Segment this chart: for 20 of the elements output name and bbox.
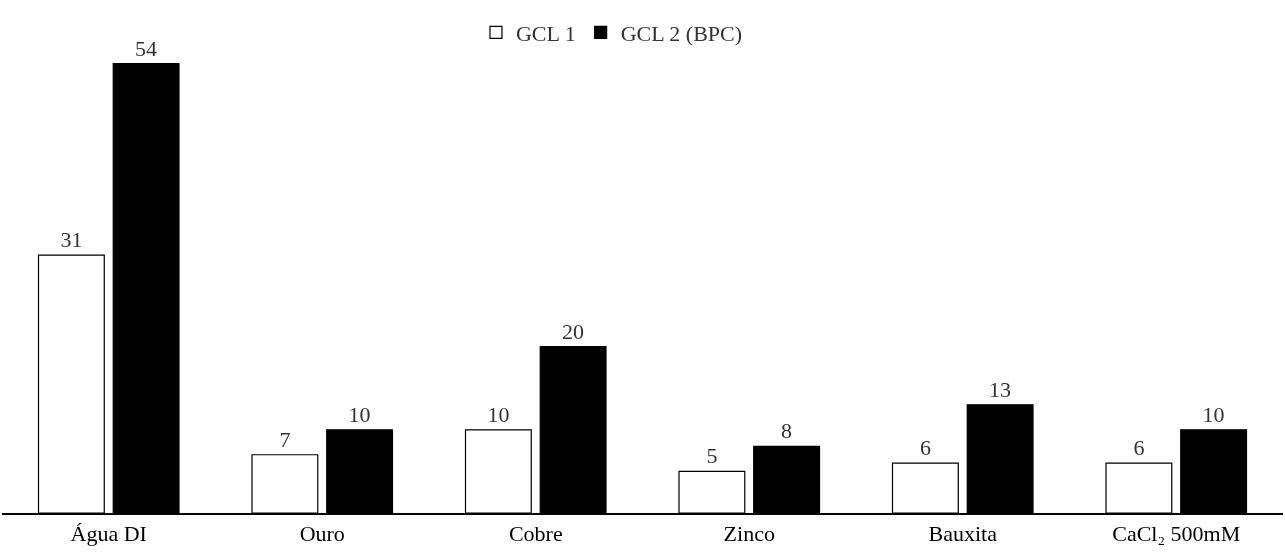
data-label: 7 (279, 426, 291, 452)
x-tick-label: CaCl₂ 500mM (1112, 521, 1241, 547)
data-label: 6 (1133, 435, 1145, 461)
x-tick-label: Ouro (299, 521, 345, 547)
data-label: 6 (919, 435, 931, 461)
data-label: 31 (60, 227, 83, 253)
x-tick-label: Água DI (70, 521, 147, 547)
data-label: 10 (487, 401, 510, 427)
legend-label: GCL 2 (BPC) (620, 21, 743, 46)
data-label: 13 (989, 376, 1012, 402)
x-tick-label: Cobre (508, 521, 563, 547)
data-label: 10 (1202, 401, 1225, 427)
data-label: 5 (706, 443, 718, 469)
legend-label: GCL 1 (515, 21, 576, 46)
data-label: 54 (135, 35, 158, 61)
x-tick-label: Zinco (723, 521, 775, 547)
data-label: 8 (781, 418, 793, 444)
data-label: 10 (348, 401, 371, 427)
data-label: 20 (562, 318, 585, 344)
x-tick-label: Bauxita (928, 521, 998, 547)
